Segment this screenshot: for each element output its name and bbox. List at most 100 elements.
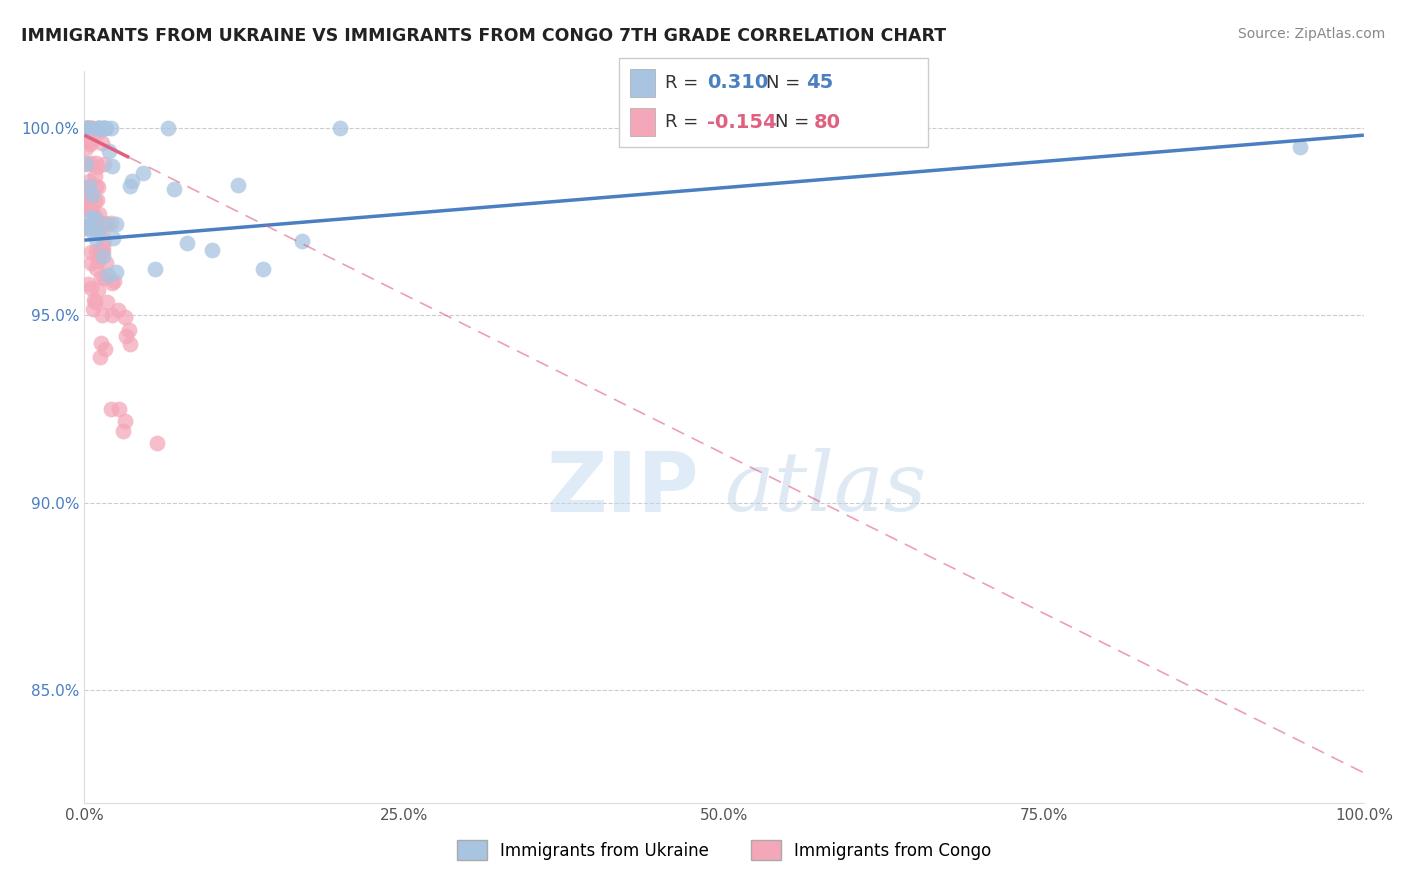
Point xyxy=(87,283,110,297)
Point xyxy=(87,207,110,221)
Point xyxy=(90,136,112,151)
Point xyxy=(77,174,100,188)
Point xyxy=(114,310,136,325)
Text: R =: R = xyxy=(665,113,704,131)
Point xyxy=(75,156,97,170)
Text: R =: R = xyxy=(665,74,704,92)
Point xyxy=(77,120,100,135)
Point xyxy=(79,137,101,152)
Point xyxy=(329,120,352,135)
Point xyxy=(80,281,103,295)
Point xyxy=(84,212,107,227)
Point xyxy=(132,165,155,179)
Point xyxy=(114,329,136,343)
Point xyxy=(101,231,124,245)
Text: N =: N = xyxy=(766,74,806,92)
Y-axis label: 7th Grade: 7th Grade xyxy=(0,392,4,483)
Text: Source: ZipAtlas.com: Source: ZipAtlas.com xyxy=(1237,27,1385,41)
Point xyxy=(84,232,107,246)
Text: atlas: atlas xyxy=(724,449,927,528)
Point xyxy=(73,220,96,235)
Point xyxy=(97,268,120,282)
Point xyxy=(145,436,167,450)
Point xyxy=(101,308,124,322)
Point xyxy=(84,169,107,183)
Text: 80: 80 xyxy=(814,112,841,132)
Point xyxy=(77,120,100,135)
Text: 0.310: 0.310 xyxy=(707,73,769,93)
Point xyxy=(176,236,198,251)
Point xyxy=(291,234,314,248)
Point xyxy=(83,293,105,307)
Point xyxy=(118,323,141,337)
Point xyxy=(86,160,108,174)
Point xyxy=(1288,140,1310,154)
Point xyxy=(87,120,110,135)
Point xyxy=(121,174,143,188)
Point xyxy=(87,120,110,135)
Point xyxy=(80,211,103,225)
Point xyxy=(93,120,115,135)
Point xyxy=(91,239,114,253)
Point xyxy=(76,277,98,291)
Point xyxy=(156,120,179,135)
Point xyxy=(76,199,98,213)
Point xyxy=(84,216,107,230)
Point xyxy=(86,244,108,259)
Point xyxy=(80,155,103,169)
Point xyxy=(84,294,107,309)
Text: 45: 45 xyxy=(806,73,832,93)
Point xyxy=(226,178,249,192)
Point xyxy=(93,219,115,233)
Point xyxy=(79,120,101,135)
Point xyxy=(75,140,97,154)
Point xyxy=(80,204,103,219)
Point xyxy=(252,261,274,276)
Point xyxy=(94,120,117,135)
Point xyxy=(79,135,101,149)
Point xyxy=(100,401,122,416)
Point xyxy=(93,120,115,135)
Point xyxy=(96,217,118,231)
Point xyxy=(77,131,100,145)
Point xyxy=(120,179,142,194)
Point xyxy=(86,178,108,193)
Point xyxy=(75,120,97,135)
Point xyxy=(80,120,103,135)
Point xyxy=(75,202,97,217)
Text: IMMIGRANTS FROM UKRAINE VS IMMIGRANTS FROM CONGO 7TH GRADE CORRELATION CHART: IMMIGRANTS FROM UKRAINE VS IMMIGRANTS FR… xyxy=(21,27,946,45)
Point xyxy=(87,125,110,139)
Point xyxy=(103,274,125,288)
Point xyxy=(96,256,118,270)
Point xyxy=(104,264,127,278)
Point xyxy=(89,245,111,260)
Point xyxy=(118,337,141,351)
Point xyxy=(76,120,98,135)
Point xyxy=(94,342,117,356)
Text: N =: N = xyxy=(775,113,814,131)
Point xyxy=(80,188,103,202)
Point xyxy=(76,127,98,141)
Point xyxy=(76,135,98,149)
Point xyxy=(91,249,114,263)
Point xyxy=(89,350,111,364)
Point xyxy=(163,182,186,196)
Point xyxy=(86,193,108,207)
Point xyxy=(93,233,115,247)
Point xyxy=(143,262,166,277)
Point xyxy=(93,216,115,230)
Point xyxy=(87,120,110,135)
Text: ZIP: ZIP xyxy=(546,448,699,529)
Point xyxy=(97,144,120,158)
Point xyxy=(91,244,114,258)
Point xyxy=(79,191,101,205)
Point xyxy=(100,216,122,230)
Point xyxy=(90,308,112,322)
Point xyxy=(93,157,115,171)
Point xyxy=(84,156,107,170)
Point xyxy=(100,276,122,290)
Point xyxy=(108,402,131,417)
Point xyxy=(79,218,101,232)
Point xyxy=(91,120,114,135)
Point xyxy=(90,244,112,259)
